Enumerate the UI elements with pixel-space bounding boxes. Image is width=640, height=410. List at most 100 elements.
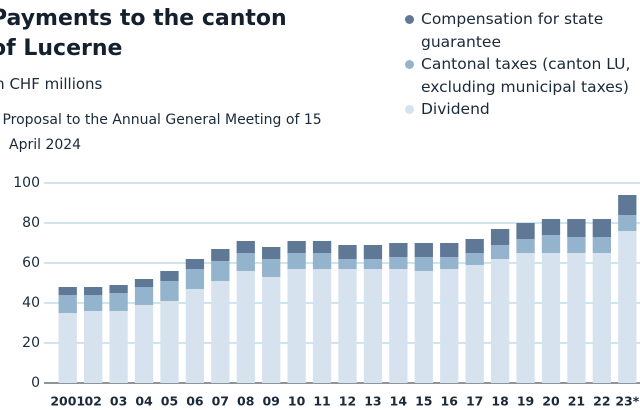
bar-segment [58,295,77,313]
x-tick-label: 02 [84,394,101,409]
y-tick-label: 100 [13,175,40,191]
bar-segment [490,229,510,245]
legend-swatch [405,105,414,114]
bar-segment [211,281,230,383]
bar-segment [465,239,484,253]
y-tick-label: 0 [31,375,40,391]
bar-segment [58,313,77,383]
bar-segment [541,219,561,235]
bar-segment [389,269,408,383]
bar-segment [211,249,230,261]
bar-segment [134,279,154,287]
bar-segment [312,253,332,269]
bar-segment [516,239,535,253]
bar-segment [592,219,612,237]
x-tick-label: 22 [593,394,610,409]
bar-segment [516,223,535,239]
bar-segment [83,311,103,383]
x-tick-label: 13 [364,394,381,409]
x-tick-label: 20 [542,394,560,409]
x-tick-label: 15 [415,394,432,409]
x-tick-label: 03 [110,394,127,409]
x-tick-label: 04 [135,394,153,409]
bar-segment [567,237,586,253]
bar-segment [618,231,637,383]
x-tick-label: 06 [186,394,204,409]
bar-segment [567,253,586,383]
chart-title: Payments to the canton of Lucerne [0,6,287,61]
legend-swatch [405,15,414,24]
bar-segment [465,253,484,265]
x-tick-label: 18 [491,394,508,409]
x-tick-label: 07 [212,394,229,409]
bar-segment [160,281,179,301]
bar-segment [618,215,637,231]
x-tick-label: 08 [237,394,254,409]
bar-segment [592,237,612,253]
bar-segment [287,269,306,383]
bar-segment [83,295,103,311]
y-tick-label: 60 [22,255,40,271]
legend-label: Cantonal taxes (canton LU, excluding mun… [421,55,631,96]
bar-segment [185,259,205,269]
bar-segment [592,253,612,383]
x-tick-label: 14 [390,394,408,409]
bar-segment [160,301,179,383]
legend-item: Cantonal taxes (canton LU, excluding mun… [402,53,640,98]
bar-segment [490,245,510,259]
x-tick-label: 12 [339,394,356,409]
x-tick-label: 10 [288,394,306,409]
bar-segment [363,245,383,259]
bar-segment [312,269,332,383]
footnote: * Proposal to the Annual General Meeting… [0,112,322,153]
bar-segment [338,245,357,259]
x-tick-label: 21 [568,394,585,409]
legend-item: Compensation for state guarantee [402,8,640,53]
y-tick-label: 40 [22,295,40,311]
legend: Compensation for state guarantee Cantonal… [402,8,640,121]
x-tick-label: 16 [441,394,459,409]
x-tick-label: 17 [466,394,483,409]
x-tick-label: 05 [161,394,178,409]
bar-segment [389,257,408,269]
legend-item: Dividend [402,98,640,121]
x-tick-label: 19 [517,394,534,409]
bar-segment [262,247,281,259]
bar-segment [541,235,561,253]
bar-segment [338,269,357,383]
chart-subtitle: in CHF millions [0,75,103,93]
legend-swatch [405,60,414,69]
x-tick-label: 23* [615,394,639,409]
bar-segment [567,219,586,237]
bar-segment [160,271,179,281]
bar-segment [414,257,433,271]
bar-segment [262,259,281,277]
legend-label: Dividend [421,100,490,118]
y-tick-label: 20 [22,335,40,351]
bar-segment [236,271,255,383]
bar-segment [262,277,281,383]
bar-segment [312,241,332,253]
bar-segment [516,253,535,383]
bar-segment [287,253,306,269]
bar-segment [440,257,459,269]
bar-segment [185,289,205,383]
bar-segment [363,259,383,269]
legend-label: Compensation for state guarantee [421,10,604,51]
bar-segment [109,311,128,383]
bar-segment [440,243,459,257]
bar-segment [338,259,357,269]
bar-segment [109,293,128,311]
bar-segment [465,265,484,383]
bar-segment [541,253,561,383]
bar-segment [83,287,103,295]
bar-segment [287,241,306,253]
bar-segment [490,259,510,383]
x-tick-label: 11 [313,394,330,409]
bar-segment [440,269,459,383]
bar-segment [363,269,383,383]
y-tick-label: 80 [22,215,40,231]
bar-segment [134,287,154,305]
